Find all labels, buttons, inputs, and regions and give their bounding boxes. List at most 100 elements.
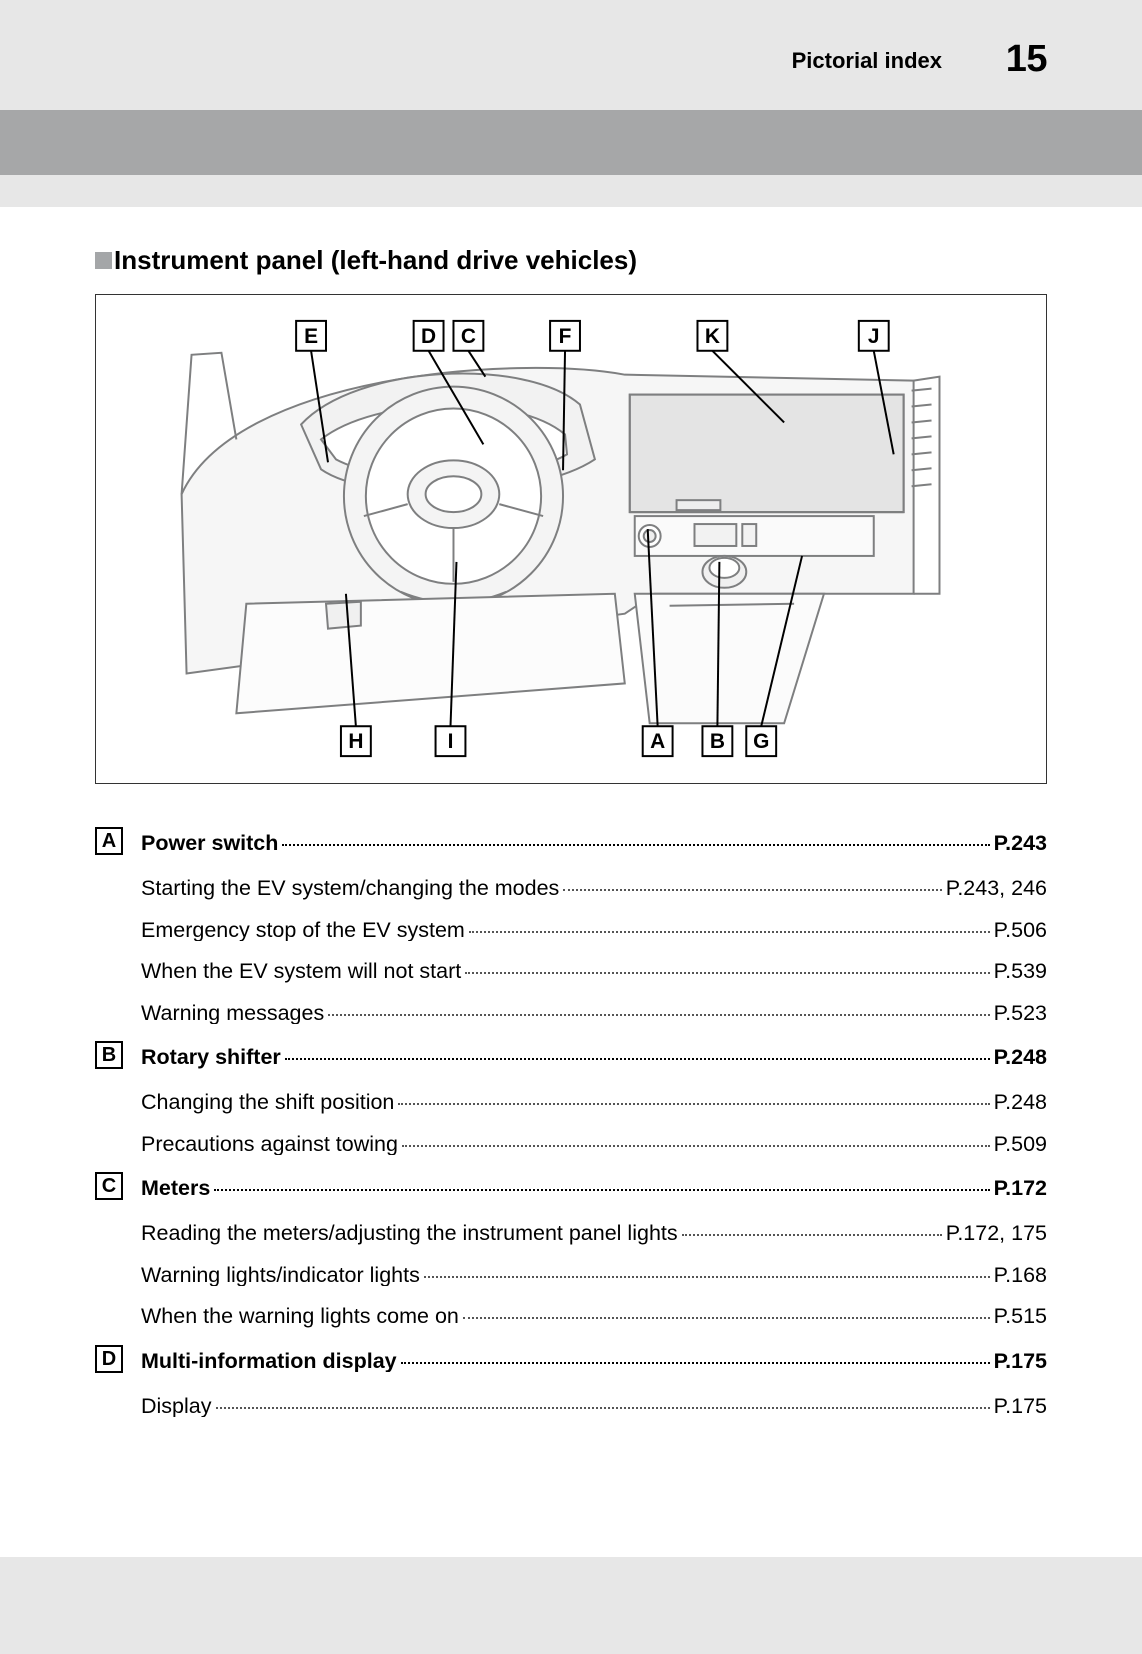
index-body: Meters P.172 — [141, 1178, 1047, 1200]
index-body: Warning lights/indicator lights P.168 — [141, 1265, 1047, 1287]
index-row: C Meters P.172 — [95, 1165, 1047, 1213]
index-dots — [465, 972, 989, 974]
index-dots — [463, 1317, 990, 1319]
diagram-callout-H: H — [348, 730, 363, 753]
index-row: When the warning lights come on P.515 — [95, 1296, 1047, 1338]
index-row: Warning lights/indicator lights P.168 — [95, 1255, 1047, 1297]
diagram-callout-G: G — [753, 730, 769, 753]
index-row: Warning messages P.523 — [95, 993, 1047, 1035]
index-letterbox: D — [95, 1345, 123, 1373]
index-row: Display P.175 — [95, 1386, 1047, 1428]
index-page: P.506 — [994, 920, 1047, 942]
index-page: P.168 — [994, 1265, 1047, 1287]
index-page: P.172 — [994, 1178, 1047, 1200]
index-body: Starting the EV system/changing the mode… — [141, 878, 1047, 900]
index-dots — [328, 1014, 989, 1016]
index-page: P.175 — [994, 1396, 1047, 1418]
index-dots — [402, 1145, 990, 1147]
header-section: Pictorial index — [792, 48, 942, 74]
index-title: Emergency stop of the EV system — [141, 920, 465, 942]
diagram-callout-D: D — [421, 325, 436, 348]
diagram-callout-F: F — [559, 325, 572, 348]
index-page: P.248 — [994, 1047, 1047, 1069]
index-row: Emergency stop of the EV system P.506 — [95, 910, 1047, 952]
index-page: P.175 — [994, 1351, 1047, 1373]
diagram-svg: E D C F K J H I A B G — [96, 295, 1046, 783]
index-title: Changing the shift position — [141, 1092, 394, 1114]
index-letter-col: C — [95, 1175, 141, 1203]
index-row: Reading the meters/adjusting the instrum… — [95, 1213, 1047, 1255]
index-title: Meters — [141, 1178, 210, 1200]
index-dots — [563, 889, 941, 891]
index-title: When the warning lights come on — [141, 1306, 459, 1328]
index-title: Warning lights/indicator lights — [141, 1265, 420, 1287]
index-dots — [424, 1276, 990, 1278]
index-row: Changing the shift position P.248 — [95, 1082, 1047, 1124]
instrument-panel-diagram: E D C F K J H I A B G — [95, 294, 1047, 784]
index-body: Changing the shift position P.248 — [141, 1092, 1047, 1114]
index-body: Reading the meters/adjusting the instrum… — [141, 1223, 1047, 1245]
diagram-callout-B: B — [710, 730, 725, 753]
index-page: P.243 — [994, 833, 1047, 855]
index-page: P.172, 175 — [946, 1223, 1047, 1245]
index-letter-col: A — [95, 830, 141, 858]
diagram-callout-K: K — [705, 325, 720, 348]
section-band — [0, 110, 1142, 175]
section-heading: Instrument panel (left-hand drive vehicl… — [95, 245, 1047, 276]
index-body: When the EV system will not start P.539 — [141, 961, 1047, 983]
index-letterbox: B — [95, 1041, 123, 1069]
index-body: Precautions against towing P.509 — [141, 1134, 1047, 1156]
index-page: P.523 — [994, 1003, 1047, 1025]
index-body: Power switch P.243 — [141, 833, 1047, 855]
index-page: P.515 — [994, 1306, 1047, 1328]
index-list: A Power switch P.243 Starting the EV system… — [95, 820, 1047, 1427]
heading-text: Instrument panel (left-hand drive vehicl… — [114, 245, 637, 275]
index-row: B Rotary shifter P.248 — [95, 1034, 1047, 1082]
index-row: A Power switch P.243 — [95, 820, 1047, 868]
index-letter-col: D — [95, 1348, 141, 1376]
heading-bullet-icon — [95, 252, 112, 269]
index-title: Warning messages — [141, 1003, 324, 1025]
index-page: P.539 — [994, 961, 1047, 983]
index-dots — [285, 1058, 990, 1060]
index-dots — [282, 844, 989, 846]
index-title: When the EV system will not start — [141, 961, 461, 983]
index-dots — [469, 931, 990, 933]
index-title: Starting the EV system/changing the mode… — [141, 878, 559, 900]
index-dots — [401, 1362, 990, 1364]
index-body: Warning messages P.523 — [141, 1003, 1047, 1025]
diagram-callout-I: I — [448, 730, 454, 753]
index-dots — [214, 1189, 989, 1191]
index-page: P.509 — [994, 1134, 1047, 1156]
diagram-callout-A: A — [650, 730, 665, 753]
index-title: Power switch — [141, 833, 278, 855]
index-dots — [398, 1103, 989, 1105]
index-letterbox: A — [95, 827, 123, 855]
index-body: When the warning lights come on P.515 — [141, 1306, 1047, 1328]
index-title: Display — [141, 1396, 212, 1418]
index-dots — [682, 1234, 942, 1236]
index-page: P.243, 246 — [946, 878, 1047, 900]
index-title: Reading the meters/adjusting the instrum… — [141, 1223, 678, 1245]
index-body: Rotary shifter P.248 — [141, 1047, 1047, 1069]
diagram-callout-C: C — [461, 325, 476, 348]
index-letterbox: C — [95, 1172, 123, 1200]
index-dots — [216, 1407, 990, 1409]
page-header: Pictorial index 15 — [0, 0, 1142, 110]
index-body: Multi-information display P.175 — [141, 1351, 1047, 1373]
header-page-number: 15 — [1006, 38, 1047, 81]
index-letter-col: B — [95, 1044, 141, 1072]
index-row: D Multi-information display P.175 — [95, 1338, 1047, 1386]
index-title: Rotary shifter — [141, 1047, 281, 1069]
index-row: When the EV system will not start P.539 — [95, 951, 1047, 993]
content-area: Instrument panel (left-hand drive vehicl… — [0, 207, 1142, 1557]
index-title: Multi-information display — [141, 1351, 397, 1373]
diagram-callout-J: J — [868, 325, 880, 348]
diagram-callout-E: E — [304, 325, 318, 348]
index-body: Emergency stop of the EV system P.506 — [141, 920, 1047, 942]
index-title: Precautions against towing — [141, 1134, 398, 1156]
index-body: Display P.175 — [141, 1396, 1047, 1418]
index-page: P.248 — [994, 1092, 1047, 1114]
index-row: Precautions against towing P.509 — [95, 1124, 1047, 1166]
index-row: Starting the EV system/changing the mode… — [95, 868, 1047, 910]
